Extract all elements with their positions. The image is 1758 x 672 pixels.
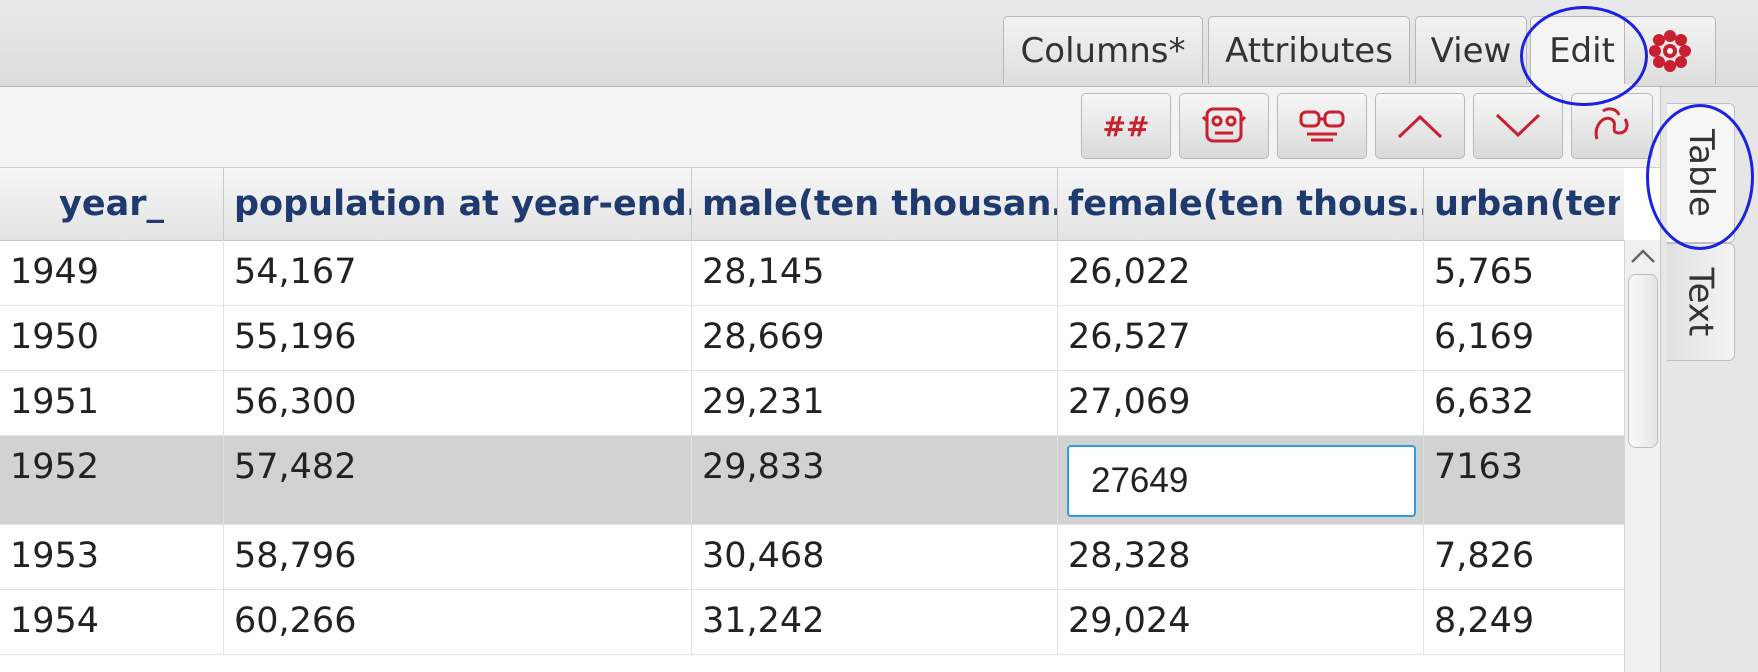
cell-population[interactable]: 57,482 — [224, 436, 692, 524]
cell-population[interactable]: 54,167 — [224, 240, 692, 305]
chevron-up-icon — [1397, 114, 1443, 139]
table-row[interactable]: 1953 58,796 30,468 28,328 7,826 — [0, 524, 1624, 590]
column-header-population[interactable]: population at year-end… — [224, 168, 692, 240]
cell-population[interactable]: 56,300 — [224, 370, 692, 435]
flower-icon — [1649, 30, 1691, 72]
tab-edit[interactable]: Edit — [1530, 16, 1634, 87]
column-header-urban[interactable]: urban(ten — [1434, 184, 1620, 224]
cell-male[interactable]: 28,145 — [692, 240, 1058, 305]
column-header-male[interactable]: male(ten thousan… — [692, 168, 1058, 240]
cell-urban[interactable]: 6,632 — [1434, 382, 1535, 422]
edit-toolbar: ## — [0, 87, 1758, 168]
column-header-year[interactable]: year_ — [0, 168, 224, 240]
cell-urban[interactable]: 6,169 — [1434, 317, 1535, 357]
cell-urban[interactable]: 8,249 — [1434, 601, 1535, 641]
cell-edit-input[interactable] — [1067, 445, 1416, 517]
mask-button[interactable] — [1179, 93, 1269, 159]
move-up-button[interactable] — [1375, 93, 1465, 159]
cell-population[interactable]: 58,796 — [224, 524, 692, 589]
cell-year[interactable]: 1951 — [0, 370, 224, 435]
hash-button[interactable]: ## — [1081, 93, 1171, 159]
cell-year[interactable]: 1949 — [0, 240, 224, 305]
table-row[interactable]: 1954 60,266 31,242 29,024 8,249 — [0, 589, 1624, 655]
move-down-button[interactable] — [1473, 93, 1563, 159]
cell-population[interactable]: 60,266 — [224, 589, 692, 654]
cell-female[interactable]: 27,069 — [1058, 370, 1424, 435]
cell-urban[interactable]: 7,826 — [1434, 536, 1535, 576]
settings-flower-button[interactable] — [1624, 16, 1716, 84]
cell-male[interactable]: 30,468 — [692, 524, 1058, 589]
table-row[interactable]: 1949 54,167 28,145 26,022 5,765 — [0, 240, 1624, 306]
table-row-selected[interactable]: 1952 57,482 29,833 7163 — [0, 436, 1624, 525]
glasses-mask-button[interactable] — [1277, 93, 1367, 159]
cell-year[interactable]: 1950 — [0, 305, 224, 370]
cell-year[interactable]: 1953 — [0, 524, 224, 589]
vertical-scrollbar[interactable] — [1624, 240, 1661, 672]
cell-population[interactable]: 55,196 — [224, 305, 692, 370]
dragon-icon — [1594, 107, 1629, 140]
chevron-down-icon — [1495, 113, 1541, 138]
side-tab-text[interactable]: Text — [1667, 243, 1735, 361]
data-table: year_ population at year-end… male(ten t… — [0, 168, 1624, 672]
cell-urban[interactable]: 5,765 — [1434, 252, 1535, 292]
top-tab-bar: Columns* Attributes View Edit — [0, 0, 1758, 87]
cell-male[interactable]: 29,833 — [692, 436, 1058, 524]
table-row[interactable]: 1951 56,300 29,231 27,069 6,632 — [0, 370, 1624, 436]
tab-view[interactable]: View — [1415, 16, 1527, 84]
scroll-up-icon[interactable] — [1626, 244, 1660, 270]
cell-year[interactable]: 1954 — [0, 589, 224, 654]
table-header: year_ population at year-end… male(ten t… — [0, 168, 1624, 241]
mask-icon — [1201, 107, 1247, 143]
cell-female[interactable]: 26,527 — [1058, 305, 1424, 370]
cell-year[interactable]: 1952 — [0, 436, 224, 524]
cell-male[interactable]: 31,242 — [692, 589, 1058, 654]
cell-urban[interactable]: 7163 — [1434, 447, 1524, 487]
side-tab-table[interactable]: Table — [1667, 103, 1735, 243]
scrollbar-thumb[interactable] — [1628, 274, 1658, 448]
column-header-female[interactable]: female(ten thous… — [1058, 168, 1424, 240]
tab-attributes[interactable]: Attributes — [1208, 16, 1410, 84]
glasses-mask-icon — [1299, 110, 1345, 142]
side-tab-panel: Table Text — [1660, 87, 1758, 672]
cell-male[interactable]: 28,669 — [692, 305, 1058, 370]
tab-columns[interactable]: Columns* — [1003, 16, 1203, 84]
dragon-button[interactable] — [1571, 93, 1653, 159]
cell-female[interactable]: 29,024 — [1058, 589, 1424, 654]
cell-female[interactable]: 26,022 — [1058, 240, 1424, 305]
table-row[interactable]: 1950 55,196 28,669 26,527 6,169 — [0, 305, 1624, 371]
side-tab-text-label: Text — [1680, 267, 1721, 337]
cell-male[interactable]: 29,231 — [692, 370, 1058, 435]
hash-icon: ## — [1102, 109, 1150, 143]
cell-female[interactable]: 28,328 — [1058, 524, 1424, 589]
cell-female-container — [1058, 436, 1424, 524]
side-tab-table-label: Table — [1680, 129, 1721, 217]
